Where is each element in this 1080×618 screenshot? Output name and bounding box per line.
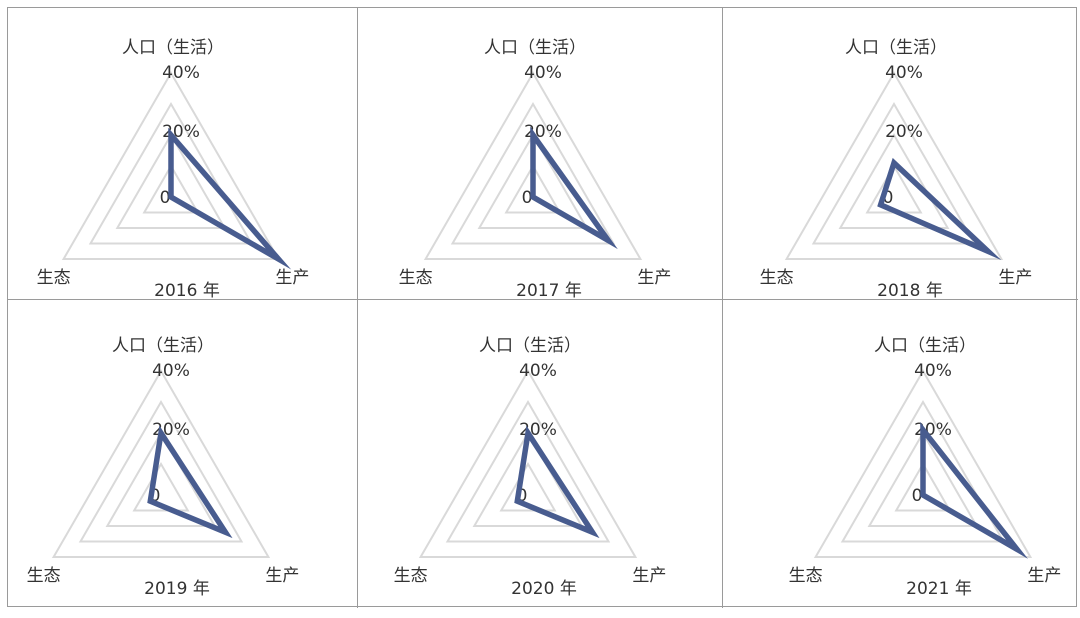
tick-label-40: 40% [524,63,562,83]
chart-title: 2019 年 [144,579,210,599]
radar-panel-2016: 40% 20% 0 人口（生活） 生产 生态 2016 年 [8,8,358,300]
grid-ring-4 [51,369,271,558]
axis-label-ecology: 生态 [37,268,71,288]
axis-label-ecology: 生态 [789,566,823,586]
radar-panel-2019: 40% 20% 0 人口（生活） 生产 生态 2019 年 [8,300,358,608]
grid-ring-2 [477,133,589,229]
tick-label-40: 40% [914,361,952,381]
grid-ring-2 [472,431,584,527]
tick-label-20: 20% [524,122,562,142]
grid-ring-3 [78,399,244,543]
grid-ring-1 [894,461,952,512]
axis-label-production: 生产 [632,566,666,586]
chart-title: 2016 年 [154,281,220,299]
grid-ring-4 [61,71,281,260]
axis-label-population: 人口（生活） [874,336,976,356]
series-line [920,421,1029,559]
series-line [168,127,292,270]
axis-label-production: 生产 [998,268,1032,288]
radar-grid [418,369,638,558]
grid-ring-3 [840,399,1006,543]
tick-label-0: 0 [883,188,894,208]
grid-ring-3 [445,399,611,543]
series-line [530,126,618,250]
tick-label-20: 20% [162,122,200,142]
grid-ring-1 [865,163,923,214]
tick-label-40: 40% [162,63,200,83]
radar-chart-2018: 40% 20% 0 人口（生活） 生产 生态 2018 年 [760,38,1033,299]
grid-ring-3 [88,101,254,245]
axis-label-production: 生产 [275,268,309,288]
axis-label-population: 人口（生活） [479,336,581,356]
tick-label-0: 0 [160,188,171,208]
axis-label-population: 人口（生活） [845,38,947,58]
tick-label-20: 20% [885,122,923,142]
grid-ring-3 [811,101,977,245]
series-line [514,425,600,539]
tick-label-0: 0 [522,188,533,208]
grid-ring-2 [867,431,979,527]
axis-label-population: 人口（生活） [112,336,214,356]
radar-grid [784,71,1004,260]
axis-label-population: 人口（生活） [122,38,224,58]
tick-label-20: 20% [914,420,952,440]
chart-title: 2021 年 [906,579,972,599]
grid-ring-3 [450,101,616,245]
axis-label-production: 生产 [637,268,671,288]
axis-label-production: 生产 [1027,566,1061,586]
series-line [877,157,1002,261]
radar-panel-2017: 40% 20% 0 人口（生活） 生产 生态 2017 年 [358,8,723,300]
chart-title: 2018 年 [877,281,943,299]
grid-ring-4 [418,369,638,558]
chart-grid: 40% 20% 0 人口（生活） 生产 生态 2016 年 40% 20% 0 人口（生活） 生产生… [7,7,1078,608]
grid-ring-2 [115,133,227,229]
chart-title: 2020 年 [511,579,577,599]
radar-grid [51,369,271,558]
radar-grid [61,71,281,260]
grid-ring-4 [813,369,1033,558]
tick-label-0: 0 [150,486,161,506]
radar-grid [813,369,1033,558]
axis-label-ecology: 生态 [27,566,61,586]
axis-label-ecology: 生态 [760,268,794,288]
tick-label-40: 40% [885,63,923,83]
axis-label-ecology: 生态 [394,566,428,586]
radar-panel-2021: 40% 20% 0 人口（生活） 生产 生态 2021 年 [723,300,1078,608]
radar-panel-2018: 40% 20% 0 人口（生活） 生产 生态 2018 年 [723,8,1078,300]
series-line [147,425,233,539]
radar-chart-2016: 40% 20% 0 人口（生活） 生产 生态 2016 年 [37,38,310,299]
radar-chart-2021: 40% 20% 0 人口（生活） 生产 生态 2021 年 [789,336,1062,599]
tick-label-40: 40% [519,361,557,381]
grid-ring-1 [132,461,190,512]
grid-ring-4 [784,71,1004,260]
radar-chart-2017: 40% 20% 0 人口（生活） 生产 生态 2017 年 [399,38,672,299]
grid-ring-1 [499,461,557,512]
tick-label-0: 0 [517,486,528,506]
grid-ring-1 [142,163,200,214]
grid-ring-2 [105,431,217,527]
tick-label-40: 40% [152,361,190,381]
tick-label-0: 0 [912,486,923,506]
chart-title: 2017 年 [516,281,582,299]
radar-panel-2020: 40% 20% 0 人口（生活） 生产 生态 2020 年 [358,300,723,608]
axis-label-production: 生产 [265,566,299,586]
grid-ring-1 [504,163,562,214]
radar-grid [423,71,643,260]
grid-ring-2 [838,133,950,229]
axis-label-population: 人口（生活） [484,38,586,58]
grid-ring-4 [423,71,643,260]
axis-label-ecology: 生态 [399,268,433,288]
